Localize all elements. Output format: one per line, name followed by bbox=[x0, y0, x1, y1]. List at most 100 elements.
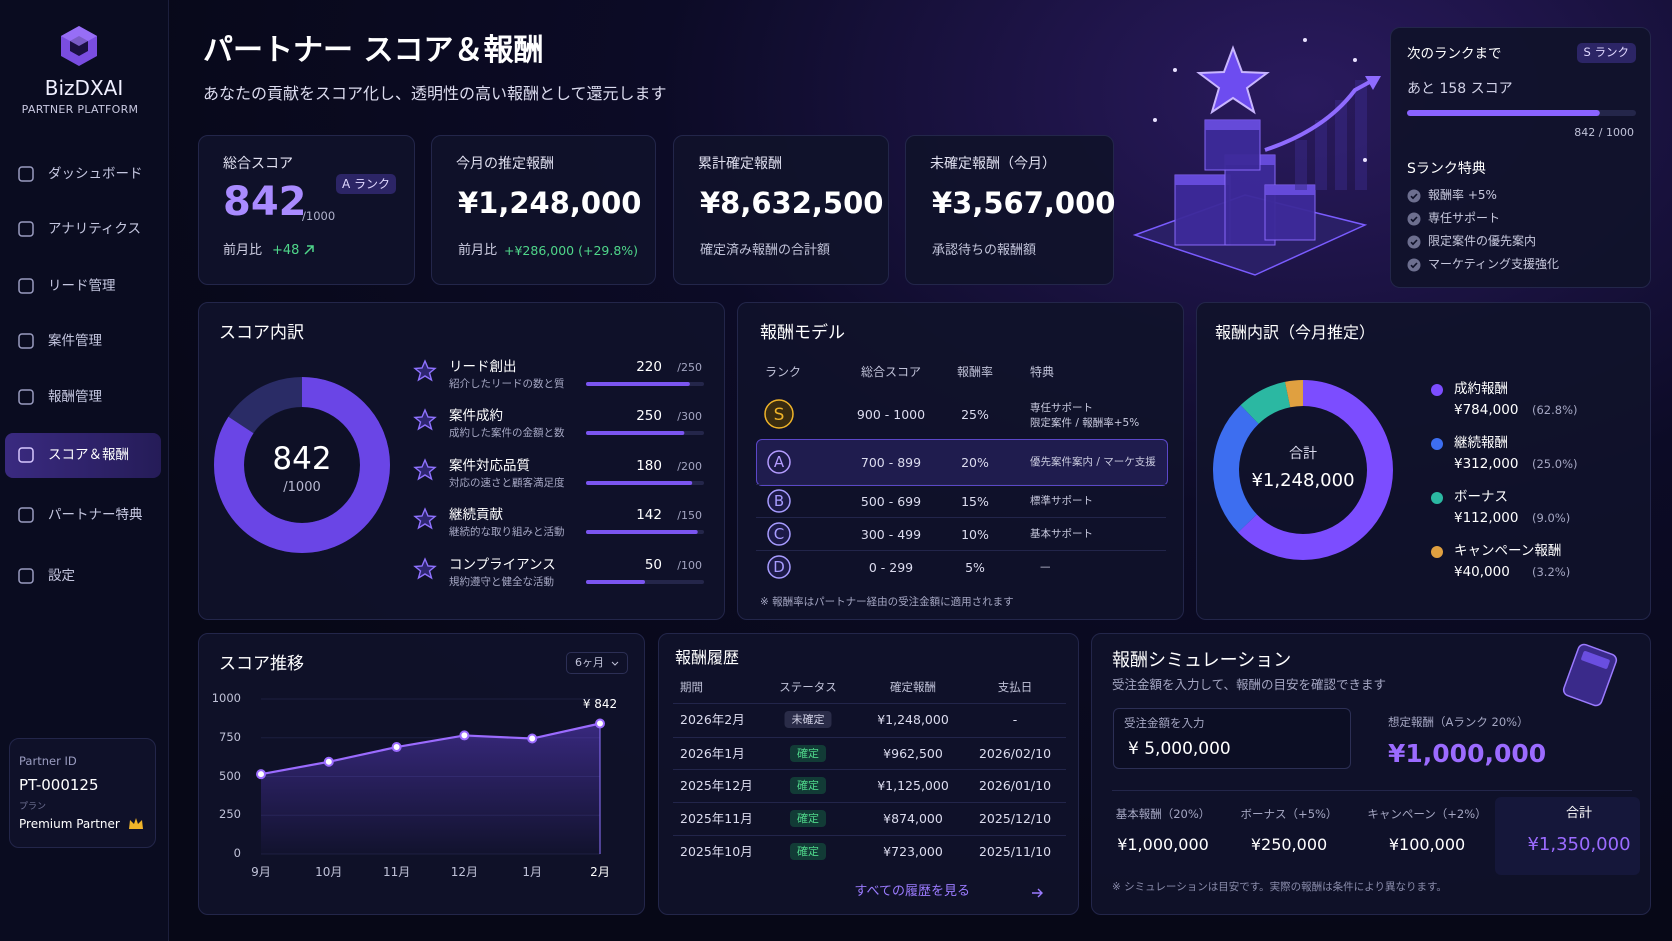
check-icon bbox=[1407, 258, 1421, 272]
nav-item[interactable]: アナリティクス bbox=[48, 221, 142, 237]
nav-item[interactable]: スコア＆報酬 bbox=[48, 447, 129, 463]
logo-top bbox=[61, 26, 97, 46]
input-box[interactable]: 受注金額を入力 ¥ 5,000,000 bbox=[1113, 708, 1351, 769]
nav-item[interactable]: 報酬管理 bbox=[48, 389, 102, 405]
label: 0 - 299 bbox=[868, 560, 914, 575]
calc-body bbox=[1562, 643, 1618, 707]
nav-item[interactable]: ダッシュボード bbox=[48, 166, 143, 182]
nav-icon-shape bbox=[18, 507, 34, 523]
label: /100 bbox=[677, 559, 702, 572]
partner-box: Partner ID PT-000125 プラン Premium Partner bbox=[9, 738, 156, 848]
label: 合計 bbox=[1565, 806, 1593, 821]
label: Sランク特典 bbox=[1407, 161, 1486, 177]
rank-ring bbox=[767, 450, 791, 474]
rank-ring bbox=[767, 555, 791, 579]
kpi-value: ¥8,632,500 bbox=[700, 186, 884, 220]
row-divider bbox=[756, 550, 1166, 551]
label: ¥1,248,000 bbox=[1251, 470, 1355, 491]
perk: 限定案件の優先案内 bbox=[1428, 234, 1537, 248]
score-breakdown-card: スコア内訳 842/1000 リード創出 紹介したリードの数と質 220/250 案件成約… bbox=[198, 302, 725, 620]
label: 5% bbox=[965, 560, 985, 575]
kpi-card: 今月の推定報酬 ¥1,248,000 前月比 +¥286,000 (+29.8%) bbox=[431, 135, 656, 285]
bg-bar bbox=[1295, 140, 1307, 190]
nav-item[interactable]: リード管理 bbox=[48, 278, 116, 294]
label: 700 - 899 bbox=[860, 455, 922, 470]
legend-percent: (9.0%) bbox=[1532, 511, 1571, 525]
nav-icon bbox=[18, 568, 34, 584]
nav-icon-shape bbox=[18, 389, 34, 405]
line-chart bbox=[256, 698, 605, 855]
point bbox=[256, 769, 266, 780]
legend-dot-circle bbox=[1431, 438, 1443, 450]
label: 25% bbox=[961, 407, 989, 422]
rank-circle bbox=[767, 450, 791, 474]
card-title: スコア推移 bbox=[219, 654, 304, 674]
check-mark bbox=[1410, 262, 1418, 269]
nav-icon-shape bbox=[18, 447, 34, 463]
label: — bbox=[1040, 561, 1051, 573]
check-icon bbox=[1407, 212, 1421, 226]
nav-icon bbox=[18, 333, 34, 349]
point bbox=[595, 718, 605, 729]
x-tick-label: 9月 bbox=[251, 865, 271, 879]
cell: ¥1,125,000 bbox=[877, 778, 949, 793]
legend-dot bbox=[1431, 438, 1443, 450]
kpi-card: 累計確定報酬 ¥8,632,500 確定済み報酬の合計額 bbox=[673, 135, 889, 285]
label: 50 bbox=[644, 557, 662, 573]
link[interactable]: すべての履歴を見る bbox=[854, 884, 970, 899]
label: PARTNER PLATFORM bbox=[21, 103, 139, 116]
period-select[interactable]: 6ヶ月 bbox=[566, 652, 628, 674]
row-divider bbox=[673, 703, 1066, 704]
donut-arc bbox=[214, 377, 390, 553]
label: 20% bbox=[961, 455, 989, 470]
item-value: ¥1,000,000 bbox=[1117, 835, 1209, 854]
y-tick-label: 0 bbox=[233, 846, 241, 860]
nav-icon bbox=[18, 278, 34, 294]
nav-item[interactable]: パートナー特典 bbox=[48, 507, 143, 523]
bg-bar bbox=[1315, 120, 1327, 190]
arrow bbox=[304, 245, 314, 255]
y-tick-label: 500 bbox=[219, 768, 241, 783]
legend-name: キャンペーン報酬 bbox=[1454, 543, 1562, 559]
rank-badge: S ランク bbox=[1576, 43, 1636, 63]
label: 900 - 1000 bbox=[856, 407, 926, 422]
label: 500 - 699 bbox=[860, 494, 922, 509]
perk: マーケティング支援強化 bbox=[1428, 257, 1560, 271]
item-bar bbox=[586, 481, 704, 485]
label: あと 158 スコア bbox=[1407, 81, 1513, 97]
rank-letter: A bbox=[773, 453, 785, 471]
x-tick-label: 11月 bbox=[382, 865, 411, 879]
point bbox=[459, 730, 470, 741]
label: 前月比 bbox=[223, 243, 263, 258]
card-title: 報酬モデル bbox=[760, 323, 845, 343]
area bbox=[261, 723, 600, 854]
label: /1000 bbox=[302, 209, 336, 223]
chevron-path bbox=[611, 661, 619, 666]
cell: 2025年12月 bbox=[680, 778, 753, 793]
item-icon bbox=[413, 359, 437, 382]
history-card: 報酬履歴 期間 ステータス 確定報酬 支払日 2026年2月 未確定 ¥1,248,000 - 2… bbox=[658, 633, 1079, 915]
item-icon bbox=[413, 458, 437, 481]
nav-item[interactable]: 設定 bbox=[48, 568, 75, 584]
sparkle bbox=[1303, 38, 1307, 42]
cell: ¥962,500 bbox=[883, 746, 943, 761]
nav-item[interactable]: 案件管理 bbox=[48, 333, 102, 349]
label: BizDXAI bbox=[44, 76, 124, 100]
result-value: ¥1,000,000 bbox=[1388, 739, 1547, 768]
donut-segment bbox=[1213, 380, 1393, 560]
reward-donut bbox=[1212, 380, 1393, 561]
nav-icon-shape bbox=[18, 278, 34, 294]
check-mark bbox=[1410, 193, 1418, 200]
legend-percent: (25.0%) bbox=[1532, 457, 1578, 471]
data-label: ¥ 842 bbox=[582, 697, 618, 712]
label: 承認待ちの報酬額 bbox=[932, 243, 1037, 258]
label: 15% bbox=[961, 494, 989, 509]
label: 220 bbox=[636, 359, 662, 375]
bar-fill bbox=[586, 382, 690, 386]
cell: 2025/12/10 bbox=[978, 811, 1052, 826]
legend-amount: ¥40,000 bbox=[1454, 564, 1510, 580]
cell: 2026年2月 bbox=[680, 712, 745, 727]
item-value: ¥250,000 bbox=[1250, 835, 1328, 854]
row-divider bbox=[673, 835, 1066, 836]
item-label: ボーナス（+5%） bbox=[1240, 807, 1338, 821]
